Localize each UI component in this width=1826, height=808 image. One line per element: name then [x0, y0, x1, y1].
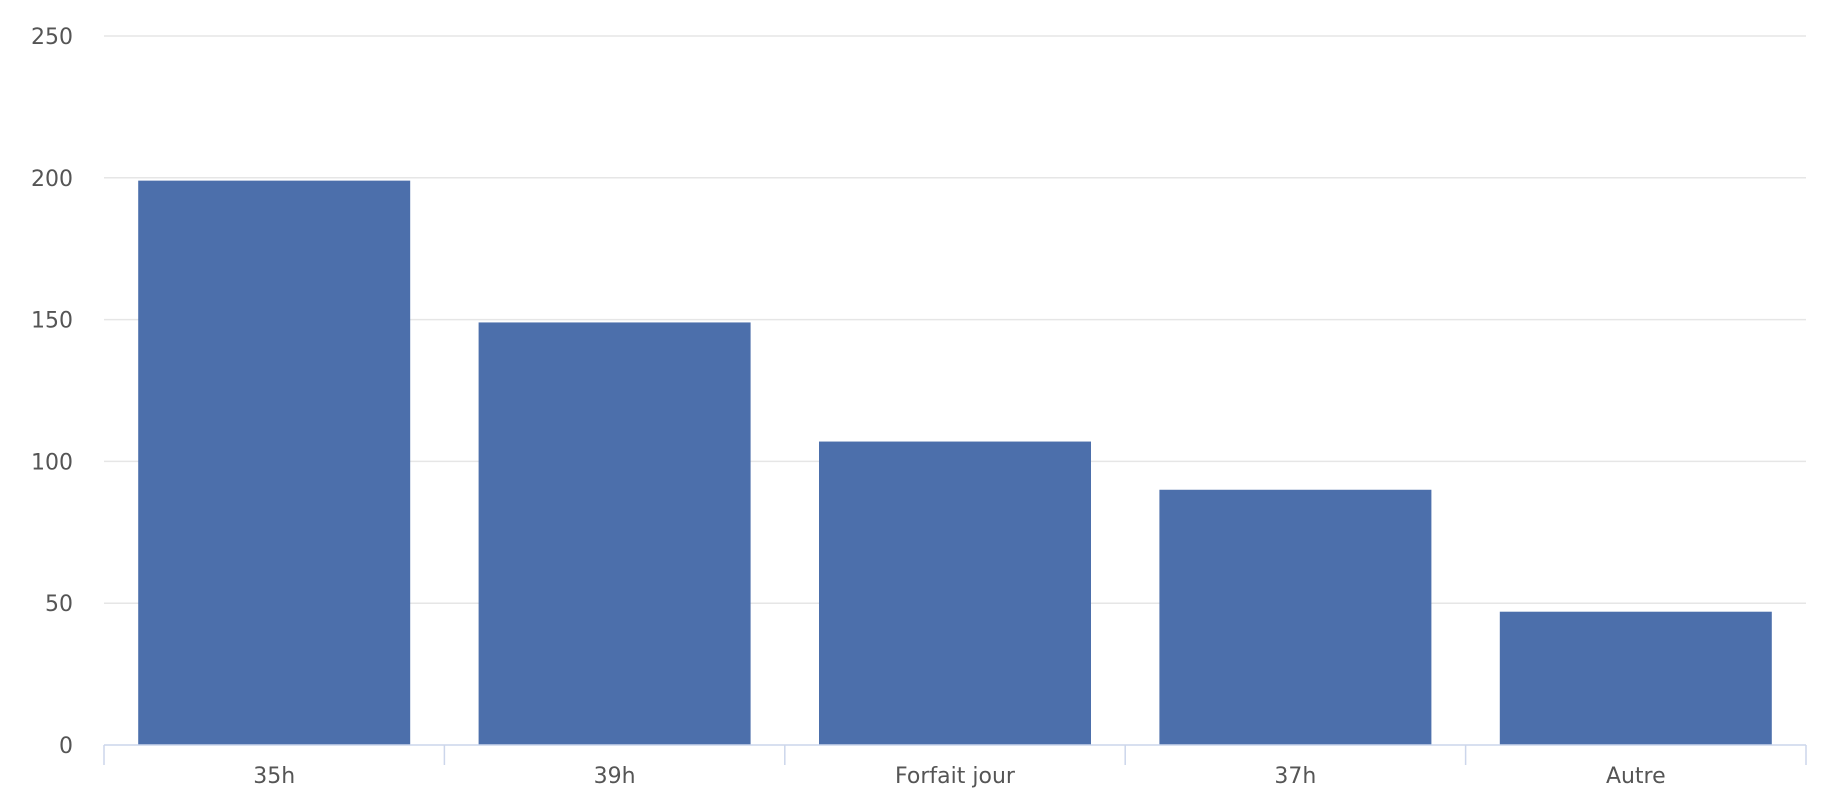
- bar-autre[interactable]: [1499, 611, 1772, 745]
- y-tick-label-50: 50: [45, 592, 73, 617]
- x-tick-label-35h: 35h: [253, 764, 295, 789]
- bar-37h[interactable]: [1159, 489, 1432, 745]
- x-tick-label-forfait-jour: Forfait jour: [895, 764, 1016, 789]
- y-tick-label-250: 250: [31, 25, 73, 50]
- bar-35h[interactable]: [138, 180, 411, 746]
- x-tick-label-autre: Autre: [1606, 764, 1666, 789]
- y-tick-label-100: 100: [31, 450, 73, 475]
- bar-39h[interactable]: [478, 322, 751, 745]
- x-axis-labels: 35h 39h Forfait jour 37h Autre: [253, 764, 1665, 789]
- bars: [138, 180, 1772, 746]
- y-tick-label-200: 200: [31, 167, 73, 192]
- y-tick-label-150: 150: [31, 309, 73, 334]
- x-tick-label-37h: 37h: [1274, 764, 1316, 789]
- y-tick-label-0: 0: [59, 734, 73, 759]
- x-tick-label-39h: 39h: [594, 764, 636, 789]
- bar-forfait-jour[interactable]: [819, 441, 1091, 745]
- y-axis-labels: 0 50 100 150 200 250: [31, 25, 73, 759]
- x-axis: [103, 744, 1807, 765]
